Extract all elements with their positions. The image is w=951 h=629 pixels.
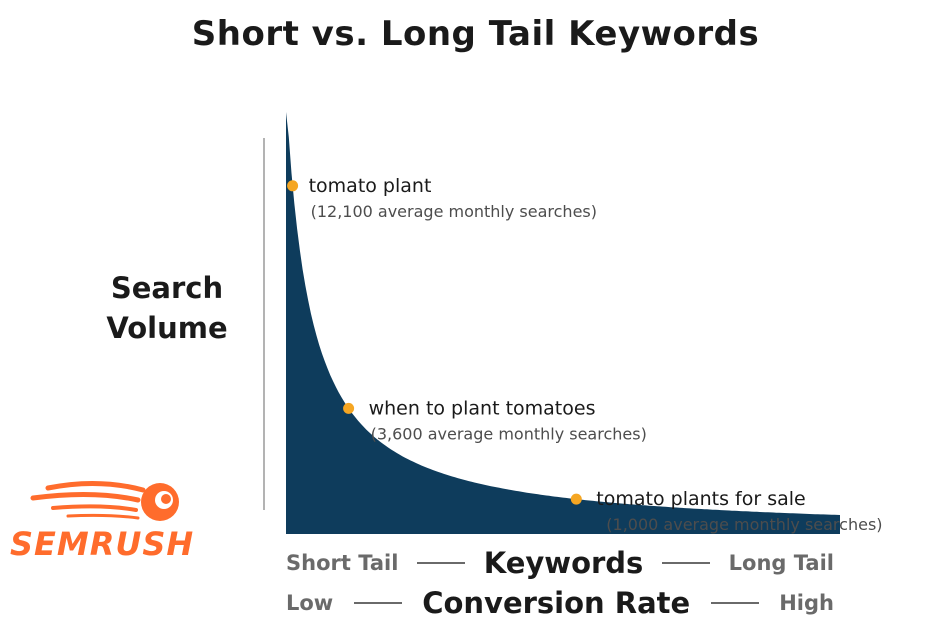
x-axis-conversion-row: Low Conversion Rate High	[286, 586, 834, 620]
semrush-logo-text: SEMRUSH	[10, 525, 195, 563]
x-axis-secondary-dash-right	[710, 602, 759, 604]
x-axis-keywords-row: Short Tail Keywords Long Tail	[286, 546, 834, 580]
keyword-point-2	[343, 402, 355, 414]
keyword-label-2: when to plant tomatoes	[369, 397, 596, 419]
x-axis-right-end: Long Tail	[728, 551, 834, 575]
keyword-searches-2: (3,600 average monthly searches)	[371, 424, 647, 443]
y-axis-label-line-1: Search	[110, 271, 224, 305]
x-axis-dash-right	[662, 562, 710, 564]
x-axis-secondary-label: Conversion Rate	[422, 586, 691, 620]
x-axis-secondary-right-end: High	[779, 591, 834, 615]
keyword-searches-1: (12,100 average monthly searches)	[311, 202, 597, 221]
keyword-points: tomato plant (12,100 average monthly sear…	[287, 175, 883, 534]
keyword-point-3	[570, 493, 582, 505]
chart-title: Short vs. Long Tail Keywords	[191, 14, 760, 54]
x-axis-label: Keywords	[483, 546, 644, 580]
search-volume-area	[286, 112, 840, 534]
keyword-label-1: tomato plant	[309, 175, 432, 197]
y-axis-label: Search Volume	[92, 268, 242, 348]
semrush-fireball-icon	[30, 481, 179, 521]
x-axis-secondary-dash-left	[353, 602, 402, 604]
x-axis-secondary-left-end: Low	[286, 591, 334, 615]
keyword-point-1	[287, 180, 299, 192]
keyword-searches-3: (1,000 average monthly searches)	[606, 515, 882, 534]
y-axis-line	[263, 138, 265, 510]
y-axis-label-line-2: Volume	[106, 311, 228, 345]
keyword-label-3: tomato plants for sale	[596, 488, 805, 510]
x-axis-dash-left	[417, 562, 466, 564]
x-axis-left-end: Short Tail	[286, 551, 399, 575]
